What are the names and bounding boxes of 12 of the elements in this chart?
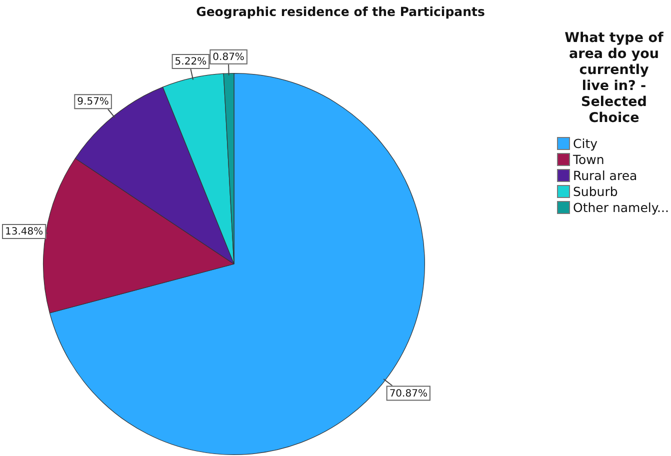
legend-label: City — [573, 136, 598, 150]
data-label: 9.57% — [77, 96, 109, 108]
data-label: 0.87% — [212, 52, 244, 63]
data-label: 70.87% — [389, 388, 428, 400]
legend-label: Suburb — [573, 184, 618, 198]
legend-title: What type of area do you currently live in? - Selected Choice — [564, 30, 664, 126]
chart-title: Geographic residence of the Participants — [195, 4, 486, 19]
data-label: 13.48% — [5, 226, 44, 238]
legend-label: Rural area — [573, 168, 638, 182]
legend-label: Other namely... — [573, 200, 669, 214]
legend-label: Town — [573, 152, 604, 166]
data-label: 5.22% — [174, 56, 207, 68]
